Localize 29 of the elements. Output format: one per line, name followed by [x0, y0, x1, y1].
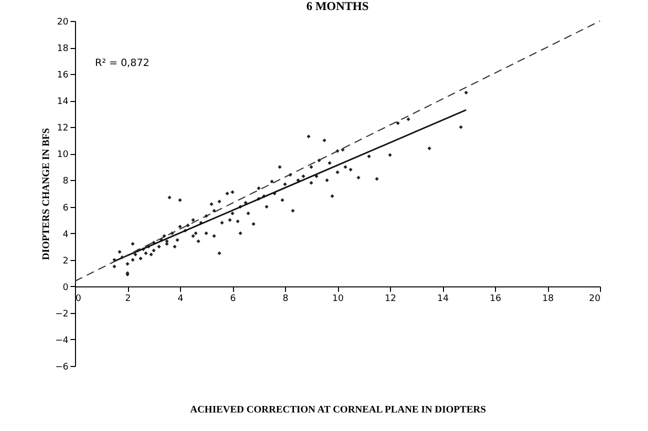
- y-tick-label: 14: [57, 97, 69, 108]
- y-tick-label: −2: [55, 309, 68, 320]
- x-tick-label: 20: [589, 294, 601, 304]
- y-tick-label: 12: [57, 124, 68, 134]
- y-tick-label: 4: [62, 230, 69, 240]
- y-tick-label: 18: [57, 44, 69, 54]
- x-tick-label: 12: [384, 294, 396, 304]
- chart-title: 6 MONTHS: [306, 0, 369, 13]
- annotation: R² = 0,872: [95, 58, 150, 69]
- y-tick-label: 0: [62, 282, 69, 293]
- x-axis-title: ACHIEVED CORRECTION AT CORNEAL PLANE IN DIOPTERS: [190, 404, 486, 416]
- x-tick-label: 10: [332, 294, 344, 304]
- x-tick-label: 18: [542, 294, 554, 304]
- x-tick-label: 16: [490, 294, 502, 304]
- y-tick-label: 2: [62, 256, 68, 266]
- x-tick-label: 0: [76, 294, 82, 304]
- y-tick-label: 6: [62, 203, 69, 214]
- y-tick-label: 20: [57, 18, 69, 28]
- y-axis-title: DIOPTERS CHANGE IN BFS: [41, 128, 52, 260]
- y-tick-label: 10: [57, 150, 69, 160]
- x-tick-label: 6: [230, 294, 236, 304]
- x-tick-label: 14: [437, 294, 449, 304]
- x-tick-label: 4: [178, 294, 184, 304]
- y-tick-label: −6: [55, 362, 69, 372]
- y-tick-label: 16: [57, 70, 69, 81]
- x-tick-label: 2: [125, 294, 131, 304]
- x-tick-label: 8: [282, 294, 289, 304]
- y-tick-label: 8: [62, 176, 69, 187]
- y-tick-label: −4: [55, 336, 69, 346]
